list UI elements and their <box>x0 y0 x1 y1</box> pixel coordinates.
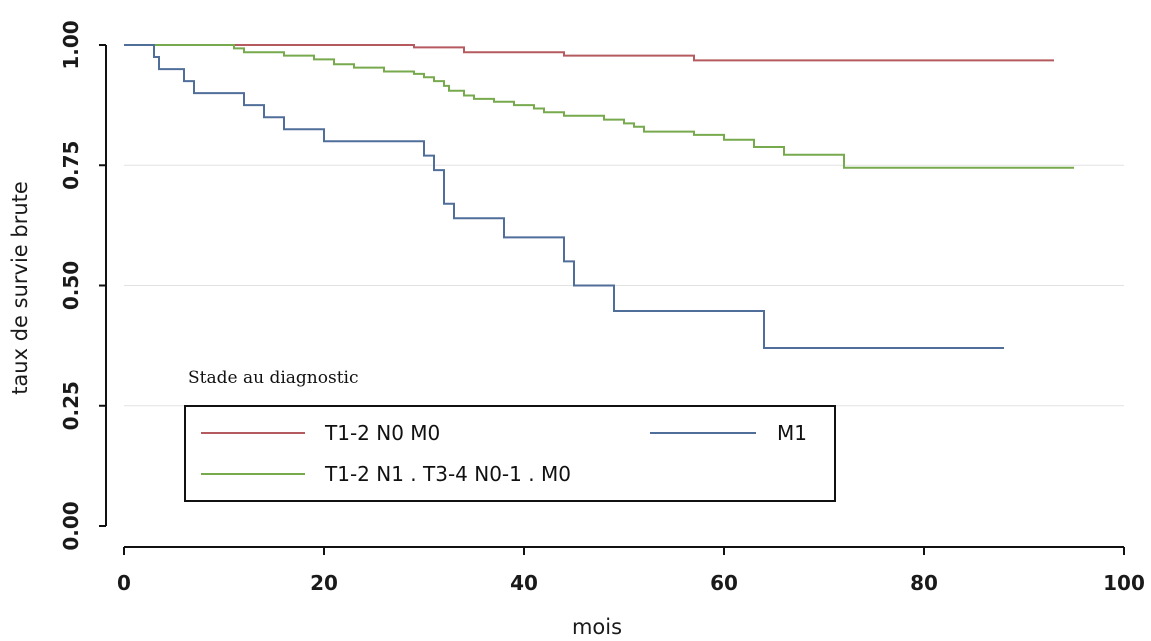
y-tick-label: 0.75 <box>59 141 83 190</box>
legend-title: Stade au diagnostic <box>188 368 358 388</box>
x-tick-label: 0 <box>117 571 131 595</box>
y-tick-label: 1.00 <box>59 20 83 69</box>
y-tick-label: 0.25 <box>59 381 83 430</box>
series-line-2 <box>124 44 1004 349</box>
x-tick-label: 40 <box>510 571 538 595</box>
x-tick-label: 20 <box>310 571 338 595</box>
x-tick-label: 80 <box>910 571 938 595</box>
axes: 0.00 0.25 0.50 0.75 1.00 0 20 40 60 80 100 <box>59 20 1145 595</box>
series-lines <box>124 44 1074 349</box>
x-axis-title: mois <box>572 615 622 639</box>
series-line-0 <box>124 44 1054 62</box>
y-axis-title: taux de survie brute <box>8 181 32 395</box>
x-tick-label: 100 <box>1103 571 1145 595</box>
legend-box <box>184 405 836 502</box>
legend-label-t12n0m0: T1-2 N0 M0 <box>324 421 440 445</box>
series-line-1 <box>124 44 1074 169</box>
legend-label-m1: M1 <box>777 421 807 445</box>
legend-label-t12n1: T1-2 N1 . T3-4 N0-1 . M0 <box>324 462 571 486</box>
y-tick-label: 0.00 <box>59 501 83 550</box>
y-tick-label: 0.50 <box>59 261 83 310</box>
legend: Stade au diagnostic T1-2 N0 M0 M1 T1-2 N… <box>184 368 836 502</box>
x-tick-label: 60 <box>710 571 738 595</box>
